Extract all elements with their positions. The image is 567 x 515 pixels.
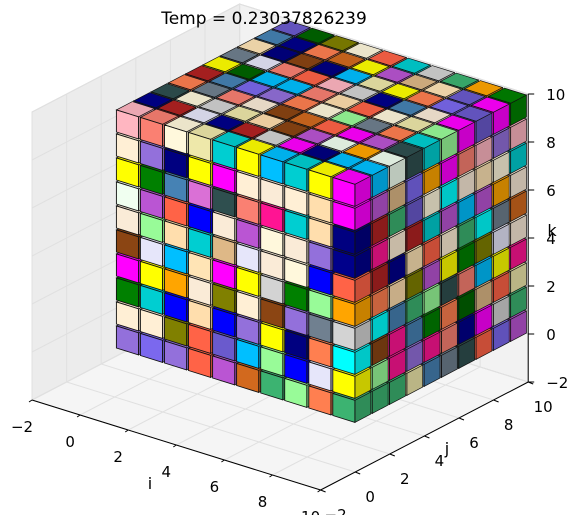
tick-i	[76, 414, 81, 418]
tick-label-j: 4	[435, 452, 445, 470]
y-axis-label: j	[444, 439, 449, 458]
tick-i	[28, 399, 33, 403]
tick-label-k: 0	[546, 326, 556, 344]
tick-j	[424, 435, 430, 439]
tick-j	[355, 471, 361, 475]
voxel-cubes	[115, 20, 528, 424]
tick-j	[320, 489, 326, 493]
tick-i	[173, 444, 177, 448]
tick-labels: −2 −2 −2 0 0 0 2 2 2 4 4 4 6 6 6 8 8 8 10 10 10	[11, 86, 567, 515]
tick-label-j: 10	[534, 398, 553, 416]
tick-label-i: 2	[113, 448, 123, 466]
tick-j	[493, 399, 499, 403]
tick-label-i: 0	[65, 433, 75, 451]
tick-label-k: 6	[546, 182, 556, 200]
tick-label-i: 6	[210, 478, 220, 496]
axis-lines	[28, 93, 535, 493]
tick-i	[221, 459, 225, 463]
voxel-cube	[331, 168, 372, 208]
tick-j	[389, 453, 395, 457]
tick-label-j: 6	[469, 434, 479, 452]
tick-label-i: −2	[11, 418, 33, 436]
tick-label-i: 4	[162, 463, 172, 481]
tick-i	[269, 474, 273, 478]
tick-label-i: 8	[258, 493, 268, 511]
tick-label-j: −2	[325, 506, 347, 515]
tick-label-k: 2	[546, 278, 556, 296]
tick-label-i: 10	[301, 508, 320, 515]
chart-title: Temp = 0.23037826239	[160, 9, 367, 29]
tick-label-j: 0	[365, 488, 375, 506]
x-axis-label: i	[148, 474, 152, 493]
tick-label-k: −2	[546, 374, 567, 392]
tick-j	[528, 381, 534, 385]
tick-j	[458, 417, 465, 421]
tick-label-j: 8	[504, 416, 514, 434]
z-axis-label: k	[547, 221, 557, 240]
tick-label-k: 4	[546, 230, 556, 248]
tick-label-k: 10	[546, 86, 565, 104]
tick-label-j: 2	[400, 470, 410, 488]
tick-i	[317, 489, 321, 493]
grid-line-k	[31, 3, 529, 113]
tick-i	[124, 429, 129, 433]
tick-label-k: 8	[546, 134, 556, 152]
